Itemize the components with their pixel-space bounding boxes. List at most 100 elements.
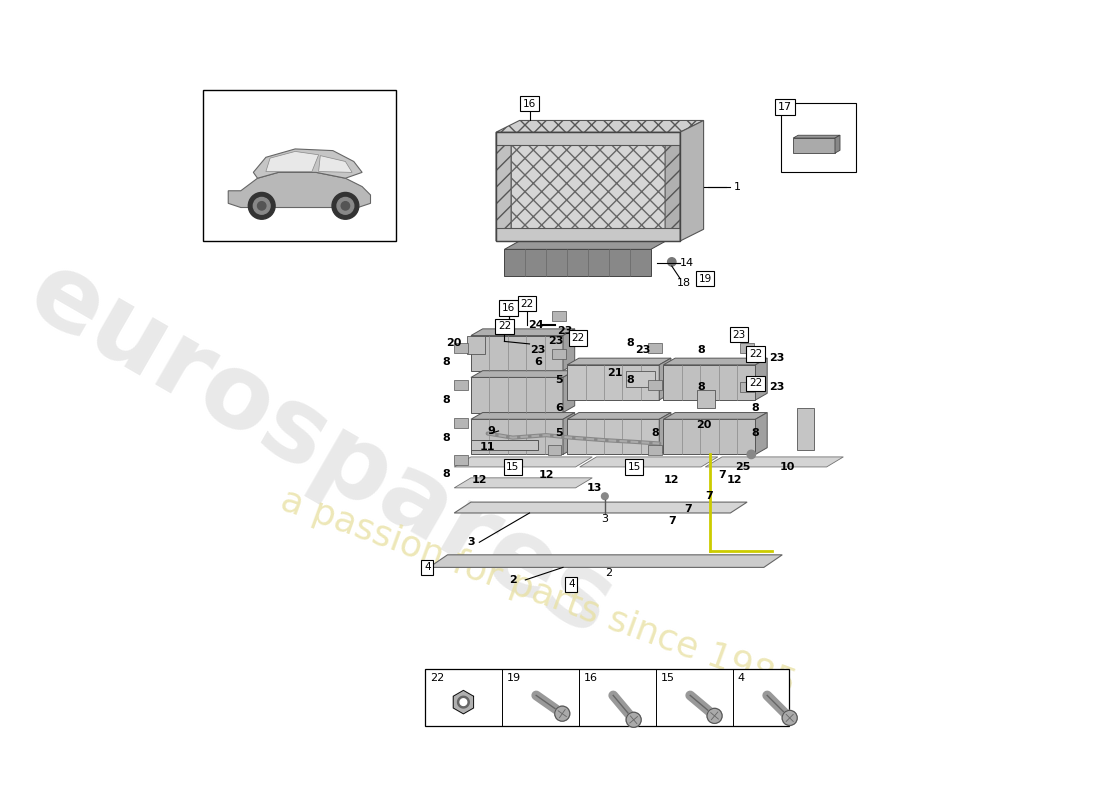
Polygon shape bbox=[580, 457, 718, 467]
Polygon shape bbox=[568, 358, 671, 365]
Text: 15: 15 bbox=[661, 673, 675, 683]
Text: 19: 19 bbox=[698, 274, 712, 284]
Polygon shape bbox=[659, 358, 671, 400]
Circle shape bbox=[249, 193, 275, 219]
Polygon shape bbox=[680, 121, 704, 241]
Polygon shape bbox=[319, 156, 352, 172]
Text: 20: 20 bbox=[696, 420, 712, 430]
Polygon shape bbox=[458, 696, 470, 708]
Bar bbox=[626, 370, 656, 387]
Text: 3: 3 bbox=[602, 514, 608, 524]
Text: 23: 23 bbox=[530, 345, 546, 354]
Text: 5: 5 bbox=[556, 375, 562, 385]
Bar bbox=[505, 250, 651, 276]
Polygon shape bbox=[496, 132, 512, 241]
Text: 9: 9 bbox=[487, 426, 495, 436]
Text: 12: 12 bbox=[539, 470, 554, 480]
Text: 5: 5 bbox=[556, 429, 562, 438]
Text: 16: 16 bbox=[584, 673, 598, 683]
Bar bbox=[454, 455, 467, 466]
Text: 7: 7 bbox=[684, 504, 692, 514]
Polygon shape bbox=[454, 478, 592, 488]
Text: 8: 8 bbox=[697, 382, 705, 393]
Text: 22: 22 bbox=[498, 322, 512, 331]
Bar bbox=[648, 380, 662, 390]
Text: 15: 15 bbox=[627, 462, 641, 472]
Text: 7: 7 bbox=[668, 516, 675, 526]
Text: 25: 25 bbox=[735, 462, 750, 472]
Text: 16: 16 bbox=[522, 98, 536, 109]
Bar bbox=[793, 138, 835, 153]
Text: 6: 6 bbox=[554, 403, 563, 414]
Circle shape bbox=[626, 712, 641, 727]
Text: a passion for parts since 1985: a passion for parts since 1985 bbox=[276, 483, 800, 702]
Circle shape bbox=[668, 258, 676, 266]
Bar bbox=[663, 419, 756, 454]
Text: 8: 8 bbox=[697, 345, 705, 354]
Text: 4: 4 bbox=[738, 673, 745, 683]
Polygon shape bbox=[568, 413, 671, 419]
Bar bbox=[740, 343, 754, 353]
Bar bbox=[454, 380, 467, 390]
Text: 23: 23 bbox=[635, 345, 650, 354]
Bar bbox=[466, 335, 485, 354]
Text: 22: 22 bbox=[571, 333, 585, 343]
Polygon shape bbox=[496, 121, 704, 132]
Polygon shape bbox=[266, 151, 319, 171]
Polygon shape bbox=[835, 135, 840, 153]
Bar bbox=[548, 445, 561, 455]
Text: 2: 2 bbox=[509, 575, 517, 585]
Text: 23: 23 bbox=[733, 330, 746, 340]
Polygon shape bbox=[453, 690, 473, 714]
Circle shape bbox=[602, 493, 608, 499]
Text: 24: 24 bbox=[528, 320, 544, 330]
Bar bbox=[471, 378, 563, 413]
Text: 13: 13 bbox=[587, 483, 603, 493]
Text: 18: 18 bbox=[678, 278, 692, 288]
Bar bbox=[781, 103, 856, 171]
Bar bbox=[471, 419, 563, 454]
Bar bbox=[425, 670, 789, 726]
Text: 19: 19 bbox=[507, 673, 521, 683]
Text: 6: 6 bbox=[534, 357, 542, 366]
Text: 17: 17 bbox=[778, 102, 792, 112]
Text: 22: 22 bbox=[749, 378, 762, 388]
Bar bbox=[552, 349, 565, 359]
Circle shape bbox=[707, 708, 722, 723]
Text: 22: 22 bbox=[520, 298, 534, 309]
Bar bbox=[740, 382, 754, 393]
Bar bbox=[568, 419, 659, 454]
Text: 23: 23 bbox=[557, 326, 572, 336]
Polygon shape bbox=[663, 358, 767, 365]
Polygon shape bbox=[756, 358, 767, 400]
Text: 10: 10 bbox=[780, 462, 795, 472]
Text: 22: 22 bbox=[430, 673, 444, 683]
Text: 22: 22 bbox=[749, 349, 762, 359]
Bar bbox=[568, 365, 659, 400]
Text: 8: 8 bbox=[442, 358, 450, 367]
Polygon shape bbox=[471, 329, 574, 335]
Bar bbox=[471, 335, 563, 370]
Text: 21: 21 bbox=[607, 368, 623, 378]
Polygon shape bbox=[505, 241, 666, 250]
Polygon shape bbox=[228, 172, 371, 207]
Polygon shape bbox=[471, 413, 574, 419]
Text: 12: 12 bbox=[664, 474, 680, 485]
Polygon shape bbox=[793, 135, 840, 138]
Bar bbox=[454, 343, 467, 353]
Bar bbox=[798, 408, 814, 450]
Polygon shape bbox=[429, 555, 782, 567]
Text: 12: 12 bbox=[727, 474, 742, 485]
Circle shape bbox=[782, 710, 797, 726]
Text: 8: 8 bbox=[751, 403, 759, 414]
Circle shape bbox=[253, 198, 271, 214]
Polygon shape bbox=[663, 413, 767, 419]
Text: 8: 8 bbox=[626, 338, 634, 348]
Text: 4: 4 bbox=[568, 579, 574, 589]
Text: 7: 7 bbox=[718, 470, 726, 480]
Polygon shape bbox=[756, 413, 767, 454]
Polygon shape bbox=[563, 370, 574, 413]
Text: 12: 12 bbox=[472, 474, 487, 485]
Text: 8: 8 bbox=[626, 375, 634, 385]
Circle shape bbox=[554, 706, 570, 721]
